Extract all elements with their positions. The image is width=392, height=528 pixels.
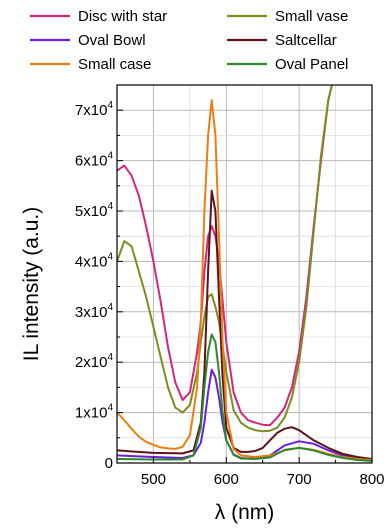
y-axis-title: IL intensity (a.u.) [20, 207, 43, 361]
legend: Disc with star Small vase Oval Bowl Saltcel… [30, 8, 348, 73]
x-tick-label: 600 [214, 471, 239, 488]
y-tick-label: 5x104 [75, 201, 114, 220]
y-tick-label: 3x104 [75, 302, 114, 321]
y-axis: 0 1x104 2x104 3x104 4x104 5x104 6x104 7x104 [75, 84, 123, 472]
x-axis: 500 600 700 800 [116, 457, 385, 488]
legend-label: Small case [78, 56, 151, 73]
x-tick-label: 700 [287, 471, 312, 488]
legend-label: Oval Panel [275, 56, 348, 73]
y-tick-label: 4x104 [75, 251, 114, 270]
plot-background [117, 85, 372, 463]
y-tick-label: 0 [105, 455, 113, 472]
legend-label: Small vase [275, 8, 348, 25]
legend-item-small-case: Small case [30, 56, 151, 73]
y-tick-label: 6x104 [75, 151, 114, 170]
y-tick-label: 7x104 [75, 100, 114, 119]
series-line-small-vase [117, 85, 333, 433]
legend-item-saltcellar: Saltcellar [227, 32, 337, 49]
legend-label: Oval Bowl [78, 32, 146, 49]
y-tick-label: 2x104 [75, 352, 114, 371]
legend-label: Disc with star [78, 8, 167, 25]
y-tick-label: 1x104 [75, 403, 114, 422]
legend-item-small-vase: Small vase [227, 8, 348, 25]
legend-item-oval-bowl: Oval Bowl [30, 32, 146, 49]
x-tick-label: 500 [141, 471, 166, 488]
plot-area [116, 84, 373, 464]
series-lines [117, 85, 372, 462]
legend-item-oval-panel: Oval Panel [227, 56, 348, 73]
legend-item-disc-with-star: Disc with star [30, 8, 167, 25]
legend-label: Saltcellar [275, 32, 337, 49]
plot-frame [116, 84, 373, 464]
x-axis-title: λ (nm) [215, 501, 275, 524]
x-tick-label: 800 [359, 471, 384, 488]
series-line-oval-panel [117, 333, 372, 462]
